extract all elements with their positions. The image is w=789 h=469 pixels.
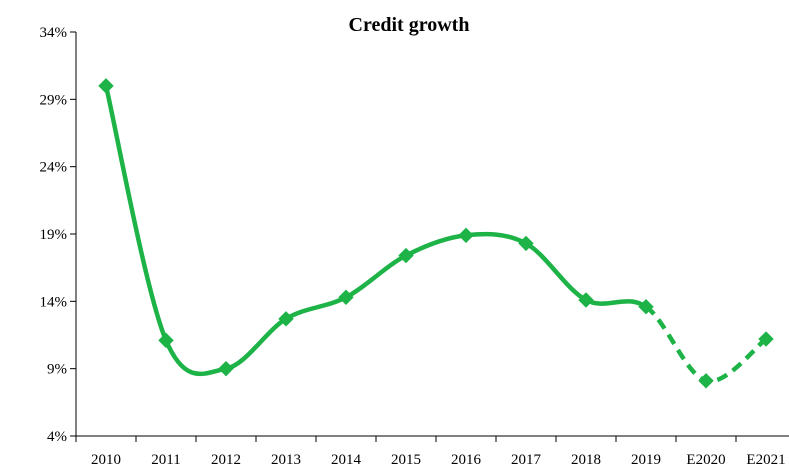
y-tick-label: 4% [47,429,67,445]
y-axis: 4% 9% 14% 19% 24% 29% 34% [40,25,77,445]
data-point-2019 [638,299,654,315]
y-tick-label: 24% [40,160,68,176]
x-tick-label: 2013 [271,452,301,468]
series-credit-growth [98,78,774,389]
series-line-actual [103,83,649,377]
y-tick-label: 14% [40,294,68,310]
x-tick-label: 2012 [211,452,241,468]
data-point-2011 [158,332,174,349]
x-tick-label: 2017 [511,452,542,468]
y-tick-label: 19% [40,227,68,243]
x-axis: 2010 2011 2012 2013 2014 2015 2016 2017 2018 2019… [75,435,789,468]
x-tick-label: 2015 [391,452,421,468]
chart-title: Credit growth [349,14,470,36]
data-point-2018 [578,292,594,308]
x-tick-label: E2021 [746,452,785,468]
x-tick-label: 2011 [151,452,180,468]
data-point-2010 [98,78,114,94]
data-point-2016 [458,227,474,244]
x-tick-label: 2010 [91,452,121,468]
x-tick-label: 2018 [571,452,601,468]
data-point-2013 [278,311,294,327]
data-point-e2021 [758,331,774,347]
data-point-2015 [398,247,414,264]
data-point-2017 [518,235,534,252]
x-tick-label: 2014 [331,452,362,468]
data-point-2012 [218,360,234,377]
x-tick-label: 2019 [631,452,661,468]
data-point-2014 [338,289,354,306]
series-line-estimate [644,304,768,384]
x-tick-label: E2020 [686,452,725,468]
y-tick-label: 29% [40,92,68,108]
y-tick-label: 34% [40,25,68,41]
data-point-e2020 [698,373,714,389]
y-tick-label: 9% [47,362,67,378]
x-tick-label: 2016 [451,452,482,468]
